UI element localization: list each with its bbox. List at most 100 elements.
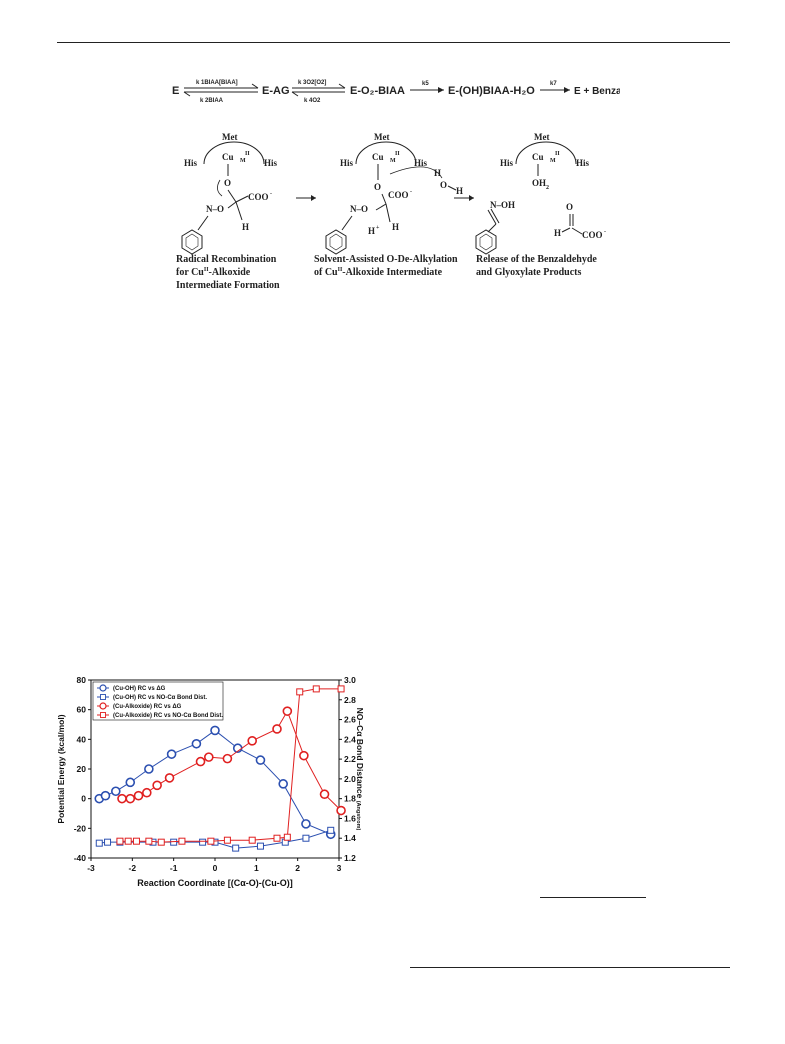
series-0-point: [125, 777, 136, 788]
panel-1-caption-rest: -Alkoxide: [209, 267, 251, 278]
svg-text:II: II: [245, 151, 250, 157]
series-3-point: [248, 836, 256, 844]
legend-marker: [100, 694, 106, 700]
footnote-long-rule: [410, 967, 730, 968]
svg-text:N–O: N–O: [206, 204, 224, 214]
y-left-tick-label: 40: [77, 734, 87, 744]
svg-text:O: O: [374, 182, 381, 192]
series-0-point: [166, 749, 177, 759]
svg-text:H: H: [554, 228, 561, 238]
series-2-point: [117, 793, 127, 804]
y-right-tick-label: 2.6: [344, 715, 356, 725]
svg-text:+: +: [376, 225, 380, 231]
svg-text:M: M: [550, 158, 556, 164]
svg-text:H: H: [242, 222, 249, 232]
svg-text:of CuII-Alkoxide Intermediate: of CuII-Alkoxide Intermediate: [314, 267, 443, 278]
y-left-tick-label: 80: [77, 675, 87, 685]
series-3-point: [124, 837, 132, 845]
series-1-point: [256, 842, 264, 850]
series-1-point: [95, 839, 103, 847]
svg-text:2: 2: [546, 185, 549, 191]
y-right-tick-label: 2.4: [344, 734, 356, 744]
met-label: Met: [374, 132, 390, 142]
his-left-label: His: [500, 158, 514, 168]
k5-label: k5: [422, 81, 429, 87]
svg-text:for CuII-Alkoxide: for CuII-Alkoxide: [176, 267, 251, 278]
scheme-product: E + Benzaldoxime: [574, 86, 620, 97]
x-tick-label: 0: [213, 863, 218, 873]
k1-top: k 1BIAA[BIAA]: [196, 80, 238, 86]
svg-text:NO–Cα Bond Distance (Angstrom): NO–Cα Bond Distance (Angstrom): [355, 708, 365, 831]
svg-text:II: II: [555, 151, 560, 157]
y-right-tick-label: 1.4: [344, 833, 356, 843]
series-2-point: [319, 789, 330, 800]
x-tick-label: 3: [337, 863, 342, 873]
series-0-point: [255, 755, 266, 765]
y-right-tick-label: 3.0: [344, 675, 356, 685]
svg-text:M: M: [390, 158, 396, 164]
legend-label: (Cu-OH) RC vs ΔG: [113, 686, 166, 692]
series-3-point: [283, 833, 291, 841]
cu-label: Cu: [372, 152, 384, 162]
svg-text:O: O: [224, 178, 231, 188]
series-3-point: [296, 688, 304, 696]
svg-text:H: H: [456, 186, 463, 196]
legend: (Cu-OH) RC vs ΔG (Cu-OH) RC vs NO-Cα Bond…: [92, 681, 223, 721]
k1-bottom: k 2BIAA: [200, 98, 224, 104]
y-right-tick-label: 1.8: [344, 794, 356, 804]
kinetic-scheme: E k 1BIAA[BIAA] k 2BIAA E-AG k 3O2[O2] k…: [172, 80, 620, 104]
series-3-point: [116, 837, 124, 845]
svg-text:H: H: [434, 168, 441, 178]
scheme-E: E: [172, 85, 179, 97]
svg-text:OH: OH: [532, 178, 546, 188]
legend-marker: [99, 702, 107, 710]
series-2-point: [299, 750, 309, 761]
scheme-EO2: E-O₂-BIAA: [350, 85, 405, 97]
his-left-label: His: [184, 158, 198, 168]
y-right-tick-label: 1.2: [344, 853, 356, 863]
series-3-point: [145, 837, 153, 845]
cu-label: Cu: [532, 152, 544, 162]
panel-1-caption-l3: Intermediate Formation: [176, 280, 280, 291]
met-label: Met: [534, 132, 550, 142]
svg-text:N–OH: N–OH: [490, 200, 515, 210]
series-1-point: [232, 844, 240, 852]
x-axis-label: Reaction Coordinate [(Cα-O)-(Cu-O)]: [137, 878, 293, 888]
svg-text:COO: COO: [388, 190, 409, 200]
svg-text:O: O: [566, 202, 573, 212]
series-1-point: [302, 834, 310, 842]
svg-text:H: H: [392, 222, 399, 232]
series-2-point: [133, 790, 144, 801]
svg-text:-: -: [410, 189, 412, 195]
series-2-point: [272, 724, 282, 734]
footnote-short-rule: [540, 897, 646, 898]
panel-1-caption-l2: for Cu: [176, 267, 204, 278]
series-3-point: [178, 837, 186, 845]
panel-2-caption-sup: II: [338, 267, 343, 273]
series-2-point: [195, 756, 206, 767]
mechanism-figure: Met His His Cu M II O COO - N–O H Radica…: [176, 132, 606, 291]
x-tick-label: -2: [129, 863, 137, 873]
svg-text:COO: COO: [582, 230, 603, 240]
y-left-tick-label: -40: [74, 853, 87, 863]
series-0-point: [100, 790, 111, 801]
x-tick-label: -1: [170, 863, 178, 873]
x-tick-label: 1: [254, 863, 259, 873]
panel-2-caption-rest: -Alkoxide Intermediate: [342, 267, 442, 278]
scheme-EAG: E-AG: [262, 85, 290, 97]
panel-1-caption-sup: II: [204, 267, 209, 273]
header-rule: [57, 42, 730, 43]
series-0-point: [144, 764, 154, 774]
panel-2: Met His His Cu M II O O H H COO - N–O H …: [314, 132, 463, 278]
scheme-EOH: E-(OH)BIAA-H₂O: [448, 85, 535, 97]
series-2-point: [247, 736, 257, 746]
series-0-point: [210, 725, 220, 736]
legend-label: (Cu-Alkoxide) RC vs ΔG: [113, 704, 182, 710]
k7-label: k7: [550, 81, 557, 87]
svg-text:-: -: [604, 229, 606, 235]
series-2-point: [222, 753, 233, 764]
y-right-tick-label: 1.6: [344, 813, 356, 823]
y-left-tick-label: -20: [74, 823, 87, 833]
series-2-point: [282, 706, 293, 716]
met-label: Met: [222, 132, 238, 142]
